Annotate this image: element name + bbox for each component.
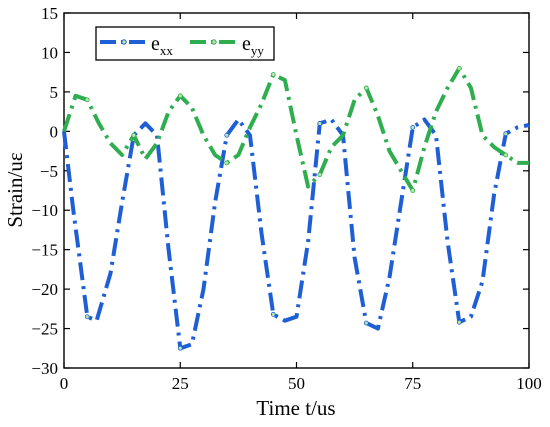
data-point-exx bbox=[177, 345, 183, 351]
data-point-exx bbox=[317, 121, 323, 126]
y-tick-label: −15 bbox=[31, 241, 58, 260]
data-point-eyy bbox=[84, 97, 90, 103]
legend-label-exx-sub: xx bbox=[160, 43, 174, 58]
data-point-exx bbox=[503, 131, 509, 137]
legend: exx eyy bbox=[95, 26, 275, 61]
y-tick-label: −30 bbox=[31, 359, 58, 378]
legend-label-eyy-base: e bbox=[242, 33, 251, 55]
data-point-eyy bbox=[317, 172, 323, 178]
data-point-eyy bbox=[131, 132, 137, 138]
data-point-exx bbox=[270, 311, 276, 317]
y-tick-label: 10 bbox=[41, 43, 58, 62]
legend-marker-eyy bbox=[211, 39, 217, 45]
legend-marker-exx bbox=[121, 39, 127, 45]
y-axis-title: Strain/uε bbox=[3, 152, 27, 227]
y-tick-label: −25 bbox=[31, 320, 58, 339]
y-tick-label: 15 bbox=[41, 4, 58, 23]
legend-label-eyy-sub: yy bbox=[251, 43, 265, 58]
data-point-exx bbox=[84, 314, 90, 320]
x-tick-label: 0 bbox=[60, 374, 69, 393]
data-point-eyy bbox=[270, 72, 276, 77]
data-point-exx bbox=[456, 319, 462, 325]
series-layer bbox=[62, 65, 530, 351]
y-tick-label: −5 bbox=[40, 162, 58, 181]
data-point-eyy bbox=[363, 85, 369, 91]
data-point-eyy bbox=[177, 93, 183, 99]
data-point-eyy bbox=[503, 152, 509, 158]
legend-label-exx: exx bbox=[151, 33, 173, 58]
legend-label-exx-base: e bbox=[151, 33, 160, 55]
y-tick-label: 0 bbox=[50, 122, 59, 141]
y-tick-label: 5 bbox=[50, 83, 59, 102]
x-tick-label: 50 bbox=[288, 374, 305, 393]
data-point-exx bbox=[410, 124, 416, 130]
data-point-eyy bbox=[224, 160, 230, 166]
x-tick-label: 75 bbox=[404, 374, 421, 393]
data-point-eyy bbox=[410, 188, 416, 193]
x-tick-label: 100 bbox=[516, 374, 542, 393]
data-point-exx bbox=[363, 320, 369, 326]
data-point-eyy bbox=[456, 65, 462, 71]
series-line-exx bbox=[62, 117, 530, 351]
series-line-eyy bbox=[62, 66, 529, 193]
data-point-exx bbox=[224, 132, 230, 138]
legend-label-eyy: eyy bbox=[242, 33, 264, 58]
x-tick-label: 25 bbox=[172, 374, 189, 393]
x-axis-title: Time t/us bbox=[256, 396, 335, 420]
y-tick-label: −10 bbox=[31, 201, 58, 220]
y-tick-label: −20 bbox=[31, 280, 58, 299]
